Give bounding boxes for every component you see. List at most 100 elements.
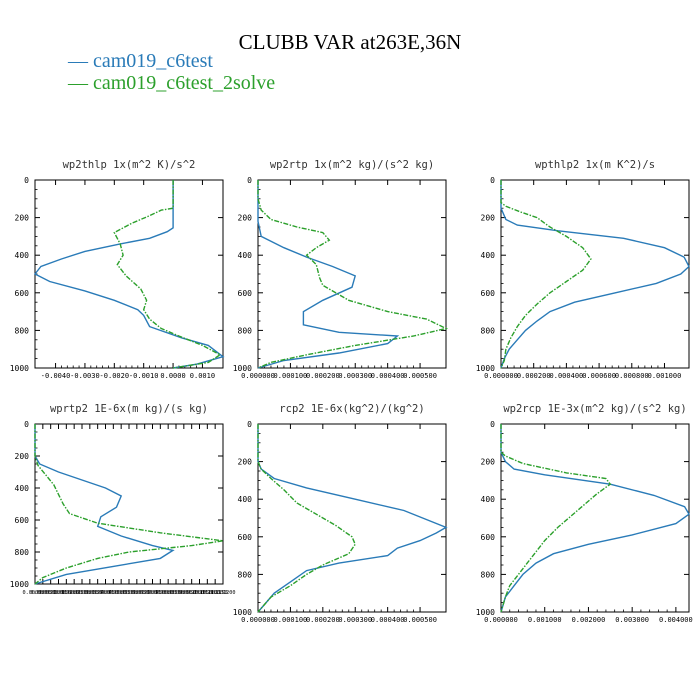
x-tick-label: 0.000100 xyxy=(38,590,63,596)
x-tick-label: 0.000400 xyxy=(550,372,584,380)
y-tick-label: 600 xyxy=(481,289,496,298)
x-tick-label: -0.0030 xyxy=(70,372,100,380)
chart-title: wpthlp2 1x(m K^2)/s xyxy=(535,159,655,171)
x-tick-label: 0.000250 xyxy=(62,590,87,596)
y-tick-label: 400 xyxy=(481,495,496,504)
y-tick-label: 400 xyxy=(238,495,253,504)
series-line-c6test xyxy=(34,424,175,585)
figure-title: CLUBB VAR at263E,36N xyxy=(238,30,462,54)
x-tick-label: 0.000000 xyxy=(241,372,275,380)
chart-title: wp2rtp 1x(m^2 kg)/(s^2 kg) xyxy=(270,159,434,171)
x-tick-label: 0.000650 xyxy=(124,590,149,596)
x-tick-label: 0.000500 xyxy=(403,372,437,380)
y-tick-label: 0 xyxy=(247,176,252,185)
x-tick-label: 0.000600 xyxy=(117,590,142,596)
x-tick-label: 0.000700 xyxy=(132,590,157,596)
y-tick-label: 600 xyxy=(481,533,496,542)
plot-frame xyxy=(257,423,447,613)
x-tick-label: -0.0040 xyxy=(41,372,71,380)
legend-marker-1: — xyxy=(68,50,88,72)
y-tick-label: 1000 xyxy=(476,608,495,617)
y-tick-label: 200 xyxy=(238,458,253,467)
x-tick-label: 0.000200 xyxy=(517,372,551,380)
chart-panel-4: wprtp2 1E-6x(m kg)/(s kg) 0 200 400 600 800 10… xyxy=(10,403,236,596)
y-tick-label: 600 xyxy=(15,289,30,298)
y-tick-label: 0 xyxy=(490,176,495,185)
series-line-c6test-2solve xyxy=(113,180,222,369)
chart-title: wprtp2 1E-6x(m kg)/(s kg) xyxy=(50,403,208,415)
chart-panel-6: wp2rcp 1E-3x(m^2 kg)/(s^2 kg) 0 200 400 600 8… xyxy=(476,403,693,624)
x-tick-label: 0.001100 xyxy=(195,590,220,596)
x-tick-label: 0.000000 xyxy=(23,590,48,596)
chart-panel-1: wp2thlp 1x(m^2 K)/s^2 0 200 400 600 800 1000 -0… xyxy=(10,159,225,380)
x-tick-label: 0.000850 xyxy=(156,590,181,596)
x-tick-label: -0.0010 xyxy=(129,372,159,380)
series-line-c6test-2solve xyxy=(257,424,356,613)
legend-entry-2: — cam019_c6test_2solve xyxy=(68,72,275,95)
y-tick-label: 800 xyxy=(15,548,30,557)
chart-panel-2: wp2rtp 1x(m^2 kg)/(s^2 kg) 0 200 400 600 800 1… xyxy=(233,159,449,380)
x-tick-label: 0.000100 xyxy=(274,372,308,380)
y-tick-label: 0 xyxy=(490,420,495,429)
x-tick-label: 0.000300 xyxy=(338,616,372,624)
y-tick-label: 200 xyxy=(15,452,30,461)
y-tick-label: 1000 xyxy=(10,364,29,373)
x-tick-label: 0.000800 xyxy=(615,372,649,380)
x-tick-label: 0.001050 xyxy=(187,590,212,596)
y-tick-label: 1000 xyxy=(10,580,29,589)
y-tick-label: 600 xyxy=(15,516,30,525)
x-tick-label: 0.001000 xyxy=(648,372,682,380)
plot-frame xyxy=(500,179,690,369)
chart-panel-3: wpthlp2 1x(m K^2)/s020040060080010000.00… xyxy=(476,159,690,380)
x-tick-label: 0.000150 xyxy=(46,590,71,596)
x-tick-label: 0.001150 xyxy=(203,590,228,596)
x-tick-label: 0.000400 xyxy=(371,372,405,380)
chart-panel-5: rcp2 1E-6x(kg^2)/(kg^2) 0 200 400 600 800 1000… xyxy=(233,403,448,624)
y-tick-label: 800 xyxy=(15,326,30,335)
x-tick-label: 0.000050 xyxy=(30,590,55,596)
y-tick-label: 0 xyxy=(24,176,29,185)
y-tick-label: 1000 xyxy=(233,608,252,617)
x-tick-label: 0.000950 xyxy=(171,590,196,596)
x-tick-label: 0.002000 xyxy=(572,616,606,624)
legend-entry-1: — cam019_c6test xyxy=(68,50,213,73)
chart-title: rcp2 1E-6x(kg^2)/(kg^2) xyxy=(279,403,424,415)
chart-title: wp2rcp 1E-3x(m^2 kg)/(s^2 kg) xyxy=(503,403,686,415)
x-tick-label: 0.000000 xyxy=(241,616,275,624)
y-tick-label: 400 xyxy=(15,484,30,493)
y-tick-label: 600 xyxy=(238,289,253,298)
x-tick-label: 0.000900 xyxy=(164,590,189,596)
x-tick-label: 0.001000 xyxy=(528,616,562,624)
y-tick-label: 800 xyxy=(238,570,253,579)
x-tick-label: 0.000450 xyxy=(93,590,118,596)
x-tick-label: 0.001200 xyxy=(211,590,236,596)
series-line-c6test xyxy=(257,180,400,369)
x-tick-label: 0.001000 xyxy=(179,590,204,596)
series-line-c6test xyxy=(33,180,225,369)
x-tick-label: 0.000300 xyxy=(338,372,372,380)
series-line-c6test-2solve xyxy=(500,180,592,369)
chart-title: wp2thlp 1x(m^2 K)/s^2 xyxy=(63,159,196,171)
y-tick-label: 400 xyxy=(15,251,30,260)
plot-frame xyxy=(500,423,690,613)
series-line-c6test-2solve xyxy=(34,424,224,585)
x-tick-label: 0.000200 xyxy=(306,616,340,624)
series-line-c6test xyxy=(500,180,690,369)
y-tick-label: 400 xyxy=(238,251,253,260)
x-tick-label: 0.000550 xyxy=(109,590,134,596)
series-line-c6test xyxy=(500,424,690,613)
y-tick-label: 600 xyxy=(238,533,253,542)
x-tick-label: 0.000400 xyxy=(85,590,110,596)
x-tick-label: 0.0000 xyxy=(160,372,185,380)
y-tick-label: 800 xyxy=(481,326,496,335)
y-tick-label: 0 xyxy=(247,420,252,429)
y-tick-label: 1000 xyxy=(233,364,252,373)
y-tick-label: 200 xyxy=(481,214,496,223)
y-tick-label: 400 xyxy=(481,251,496,260)
y-tick-label: 200 xyxy=(481,458,496,467)
legend-label-1: cam019_c6test xyxy=(93,50,213,72)
x-tick-label: 0.003000 xyxy=(615,616,649,624)
y-tick-label: 0 xyxy=(24,420,29,429)
x-tick-label: 0.000200 xyxy=(54,590,79,596)
legend-label-2: cam019_c6test_2solve xyxy=(93,72,276,94)
